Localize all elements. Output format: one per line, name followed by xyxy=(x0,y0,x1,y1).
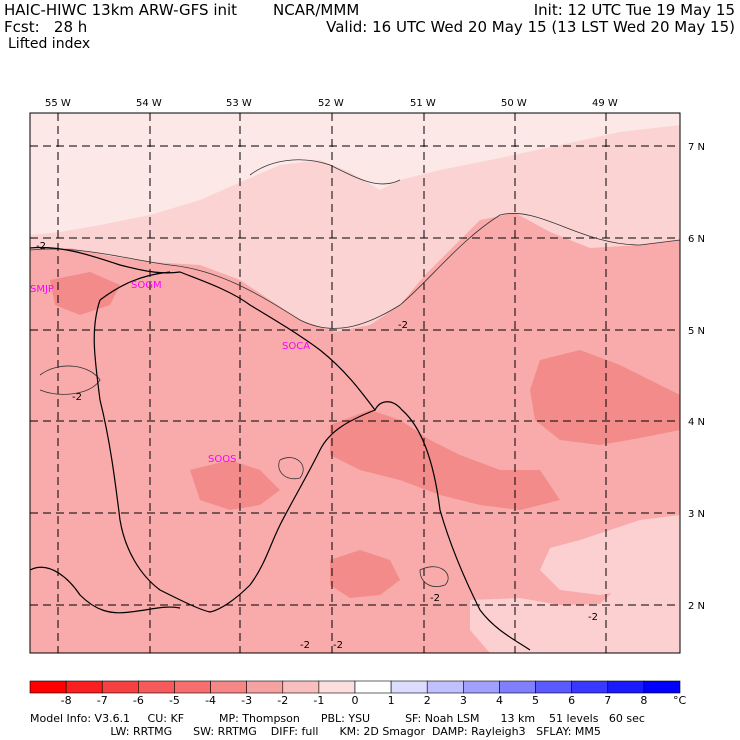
colorbar-unit: °C xyxy=(673,694,687,707)
init-time: Init: 12 UTC Tue 19 May 15 xyxy=(533,1,735,19)
colorbar-tick-label: -6 xyxy=(132,694,144,707)
model-title: HAIC-HIWC 13km ARW-GFS init xyxy=(4,1,238,19)
dark-patch-west xyxy=(190,460,280,510)
organization: NCAR/MMM xyxy=(273,1,360,19)
colorbar-swatch xyxy=(174,680,211,694)
contour-label: -2 xyxy=(36,241,46,252)
colorbar-swatch xyxy=(571,680,609,694)
lat-label: 4 N xyxy=(688,417,705,428)
contour-label: -2 xyxy=(398,320,408,331)
lon-label: 53 W xyxy=(226,98,252,109)
colorbar-tick-label: 8 xyxy=(640,694,648,707)
valid-time: Valid: 16 UTC Wed 20 May 15 (13 LST Wed … xyxy=(326,18,735,36)
colorbar-swatch xyxy=(643,680,681,694)
graticule xyxy=(30,113,680,653)
colorbar-swatch xyxy=(607,680,645,694)
dark-patch-nw xyxy=(50,272,120,315)
station-soca: SOCA xyxy=(282,341,310,352)
lat-label: 6 N xyxy=(688,234,705,245)
dark-patch-south xyxy=(330,550,400,598)
colorbar-swatch xyxy=(390,680,428,694)
contour-label: -2 xyxy=(430,593,440,604)
colorbar-swatch xyxy=(282,680,320,694)
colorbar-tick-label: -7 xyxy=(96,694,108,707)
colorbar-tick-label: 7 xyxy=(604,694,612,707)
lat-label: 7 N xyxy=(688,142,705,153)
colorbar-swatch xyxy=(318,680,356,694)
colorbar-tick-label: 3 xyxy=(459,694,467,707)
colorbar-swatch xyxy=(354,680,392,694)
lat-label: 5 N xyxy=(688,326,705,337)
colorbar-tick-label: -3 xyxy=(241,694,253,707)
colorbar-swatch xyxy=(246,680,284,694)
lighter-region xyxy=(30,113,680,235)
colorbar-swatch xyxy=(101,680,139,694)
lat-label: 2 N xyxy=(688,601,705,612)
model-info-line1: Model Info: V3.6.1 CU: KF MP: Thompson P… xyxy=(30,712,645,725)
colorbar-tick-label: 2 xyxy=(423,694,431,707)
latitude-labels: 7 N 6 N 5 N 4 N 3 N 2 N xyxy=(688,142,705,612)
forecast-hour: Fcst: 28 h xyxy=(4,18,88,36)
colorbar-tick-label: 1 xyxy=(387,694,395,707)
colorbar-tick-label: -1 xyxy=(313,694,325,707)
contour-label: -2 xyxy=(333,640,343,651)
colorbar-swatch xyxy=(210,680,247,694)
lon-label: 54 W xyxy=(136,98,162,109)
field-name: Lifted index xyxy=(8,36,91,52)
colorbar-swatch xyxy=(499,680,536,694)
colorbar-tick-label: -4 xyxy=(205,694,217,707)
colorbar-tick-label: 6 xyxy=(568,694,576,707)
lon-label: 49 W xyxy=(592,98,618,109)
colorbar-swatch xyxy=(29,680,67,694)
contour-label: -2 xyxy=(300,640,310,651)
station-soos: SOOS xyxy=(208,454,236,465)
colorbar xyxy=(29,680,681,694)
colorbar-swatch xyxy=(426,680,464,694)
colorbar-swatch xyxy=(65,680,103,694)
lon-label: 52 W xyxy=(318,98,344,109)
model-info-line2: LW: RRTMG SW: RRTMG DIFF: full KM: 2D Sm… xyxy=(30,725,601,738)
colorbar-swatch xyxy=(463,680,500,694)
colorbar-tick-label: 4 xyxy=(495,694,503,707)
colorbar-swatch xyxy=(535,680,572,694)
colorbar-tick-label: 5 xyxy=(532,694,540,707)
lon-label: 50 W xyxy=(501,98,527,109)
colorbar-tick-label: -8 xyxy=(60,694,72,707)
map-field: -2 -2 -2 -2 -2 -2 -2 SMJP SOGM SOCA SOOS xyxy=(30,113,680,653)
light-strip-south xyxy=(470,570,680,653)
dark-patch-central xyxy=(330,410,560,510)
map-frame xyxy=(29,112,681,654)
longitude-labels: 55 W 54 W 53 W 52 W 51 W 50 W 49 W xyxy=(45,98,618,109)
lon-label: 51 W xyxy=(410,98,436,109)
colorbar-tick-label: -5 xyxy=(168,694,180,707)
station-smjp: SMJP xyxy=(30,284,54,295)
contour-label: -2 xyxy=(588,612,598,623)
contours xyxy=(30,159,680,587)
contour-label: -2 xyxy=(72,392,82,403)
light-region-se xyxy=(540,515,680,595)
lon-label: 55 W xyxy=(45,98,71,109)
colorbar-tick-label: 0 xyxy=(351,694,359,707)
colorbar-swatch xyxy=(138,680,175,694)
lat-label: 3 N xyxy=(688,509,705,520)
colorbar-tick-label: -2 xyxy=(277,694,289,707)
coastline xyxy=(30,246,531,651)
station-sogm: SOGM xyxy=(131,280,162,291)
